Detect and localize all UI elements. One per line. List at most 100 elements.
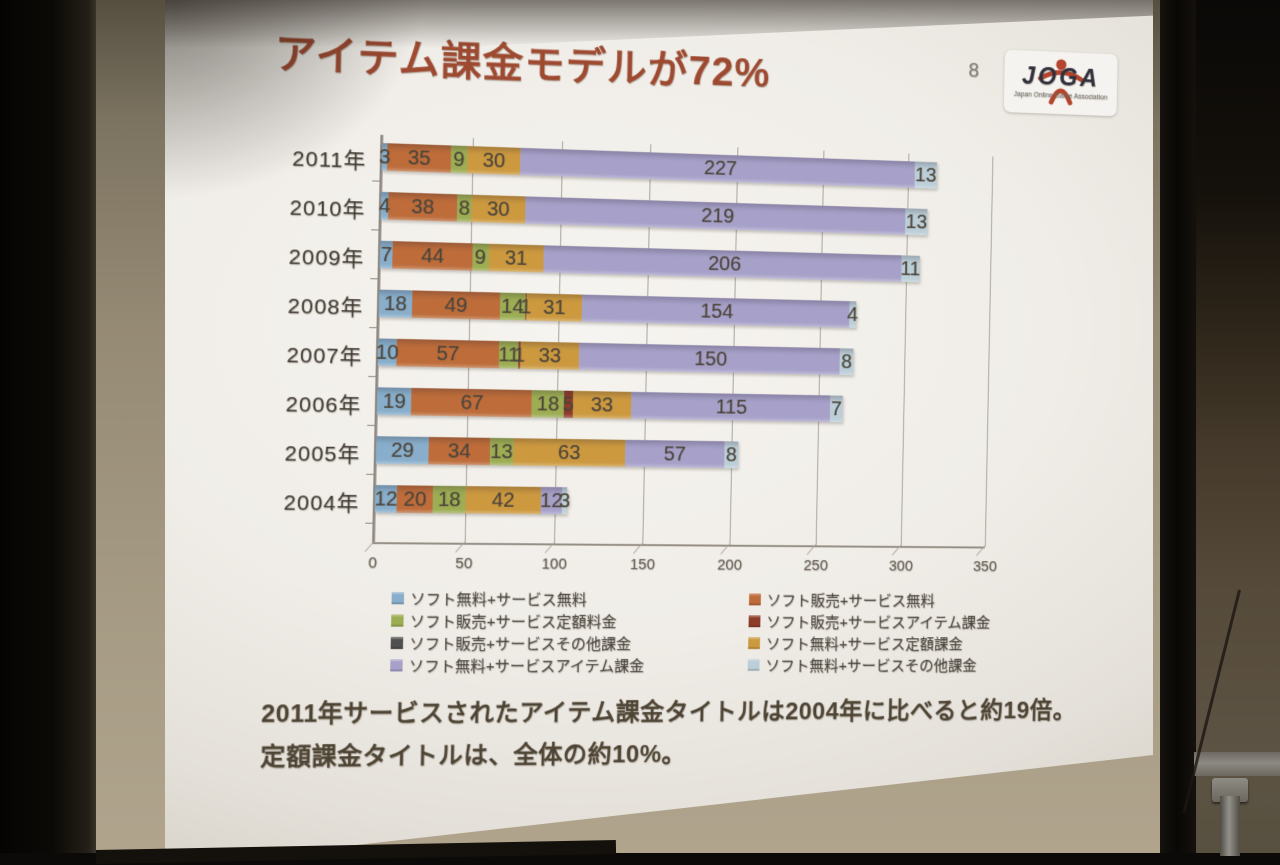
x-tick-label: 100: [541, 555, 567, 572]
bar-segment: 13: [905, 208, 927, 235]
bar-segment: 18: [433, 486, 466, 514]
bar-segment: 12: [375, 485, 397, 513]
note-line-2: 定額課金タイトルは、全体の約10%。: [260, 734, 686, 772]
y-axis-label: 2010年: [246, 190, 366, 224]
bar-segment: 67: [411, 388, 532, 417]
bar-value-label: 33: [538, 344, 561, 368]
legend-label: ソフト販売+サービス無料: [767, 589, 936, 610]
bar-value-label: 13: [915, 163, 937, 186]
bar-segment: 38: [388, 192, 457, 221]
legend-label: ソフト販売+サービス定額料金: [410, 610, 617, 632]
x-tick-label: 300: [889, 558, 913, 575]
y-axis-label: 2004年: [240, 486, 360, 518]
legend-item: ソフト販売+サービスアイテム課金: [748, 610, 990, 632]
bar-segment: 18: [379, 290, 412, 318]
gridline: [985, 156, 994, 546]
bar-segment: 5: [564, 391, 573, 418]
bar-value-label: 8: [458, 196, 470, 220]
bar-value-label: 4: [379, 194, 391, 218]
y-axis-label: 2007年: [243, 338, 363, 371]
bar-value-label: 8: [841, 350, 852, 373]
bar-segment: 13: [490, 438, 514, 466]
bar-value-label: 1: [520, 295, 532, 318]
bar-value-label: 57: [663, 442, 686, 465]
legend-label: ソフト無料+サービス定額課金: [766, 633, 963, 654]
bar-segment: 1: [518, 341, 520, 368]
screen-frame-right: [1160, 0, 1198, 853]
bar-segment: 9: [451, 145, 468, 173]
joga-logo-text: JOGA: [1004, 61, 1117, 94]
bar-segment: 115: [631, 392, 831, 422]
bar-value-label: 18: [438, 488, 461, 512]
bar-value-label: 7: [831, 397, 842, 420]
bar-value-label: 30: [487, 197, 510, 221]
bar-segment: 8: [724, 441, 738, 468]
bar-value-label: 18: [384, 292, 407, 316]
legend-column-left: ソフト無料+サービス無料ソフト販売+サービス定額料金ソフト販売+サービスその他課…: [390, 587, 646, 677]
bar-segment: 33: [573, 391, 632, 419]
legend-swatch: [391, 637, 404, 649]
bar-segment: 30: [467, 146, 521, 175]
legend-label: ソフト無料+サービス無料: [410, 588, 587, 610]
bar-segment: 7: [830, 395, 842, 422]
bar-segment: 150: [579, 343, 840, 375]
slide-title: アイテム課金モデルが72%: [274, 20, 771, 99]
y-axis-label: 2006年: [242, 387, 362, 420]
bar-value-label: 49: [444, 293, 467, 317]
bar-value-label: 12: [374, 487, 397, 511]
bar-value-label: 67: [460, 391, 483, 415]
bar-value-label: 9: [453, 148, 465, 172]
legend-item: ソフト無料+サービス無料: [391, 587, 645, 610]
bar-segment: 227: [520, 148, 915, 188]
bar-segment: 3: [562, 487, 568, 514]
bar-segment: 34: [428, 437, 490, 465]
legend-swatch: [392, 592, 405, 604]
bar-segment: 219: [525, 196, 906, 234]
y-axis-tick: [371, 229, 379, 230]
bar-segment: 31: [488, 244, 544, 273]
legend-label: ソフト販売+サービスその他課金: [409, 632, 631, 653]
dark-wall-left: [0, 0, 96, 853]
bar-segment: 19: [377, 387, 412, 415]
legend-swatch: [748, 659, 760, 671]
bar-segment: 8: [839, 348, 853, 375]
bar-segment: 57: [624, 440, 724, 468]
bar-value-label: 11: [900, 257, 920, 280]
y-axis-tick: [370, 278, 378, 279]
bar-value-label: 154: [700, 299, 733, 323]
y-axis-tick: [367, 425, 375, 426]
screen-stand-pole: [1220, 796, 1240, 856]
bar-value-label: 10: [375, 340, 398, 364]
bar-segment: 9: [472, 243, 489, 271]
x-tick-label: 350: [973, 558, 997, 575]
bar-value-label: 31: [543, 296, 566, 320]
bar-segment: 63: [513, 438, 625, 467]
bar-value-label: 20: [403, 487, 426, 511]
bar-segment: 4: [381, 192, 389, 220]
legend-swatch: [748, 637, 760, 649]
bar-segment: 44: [392, 241, 472, 271]
bar-value-label: 38: [411, 195, 434, 219]
bar-segment: 35: [387, 143, 451, 173]
bar-value-label: 35: [408, 146, 431, 170]
bar-value-label: 150: [694, 347, 727, 371]
x-tick-label: 0: [368, 554, 377, 571]
legend-item: ソフト販売+サービスその他課金: [390, 632, 644, 654]
bar-value-label: 29: [391, 438, 414, 462]
x-tick-label: 200: [717, 557, 742, 574]
y-axis-label: 2011年: [247, 140, 367, 175]
legend-swatch: [391, 614, 404, 626]
legend-item: ソフト無料+サービス定額課金: [748, 632, 990, 654]
bar-value-label: 227: [704, 156, 737, 180]
bar-segment: 3: [382, 143, 388, 171]
legend-item: ソフト販売+サービス無料: [749, 589, 991, 611]
